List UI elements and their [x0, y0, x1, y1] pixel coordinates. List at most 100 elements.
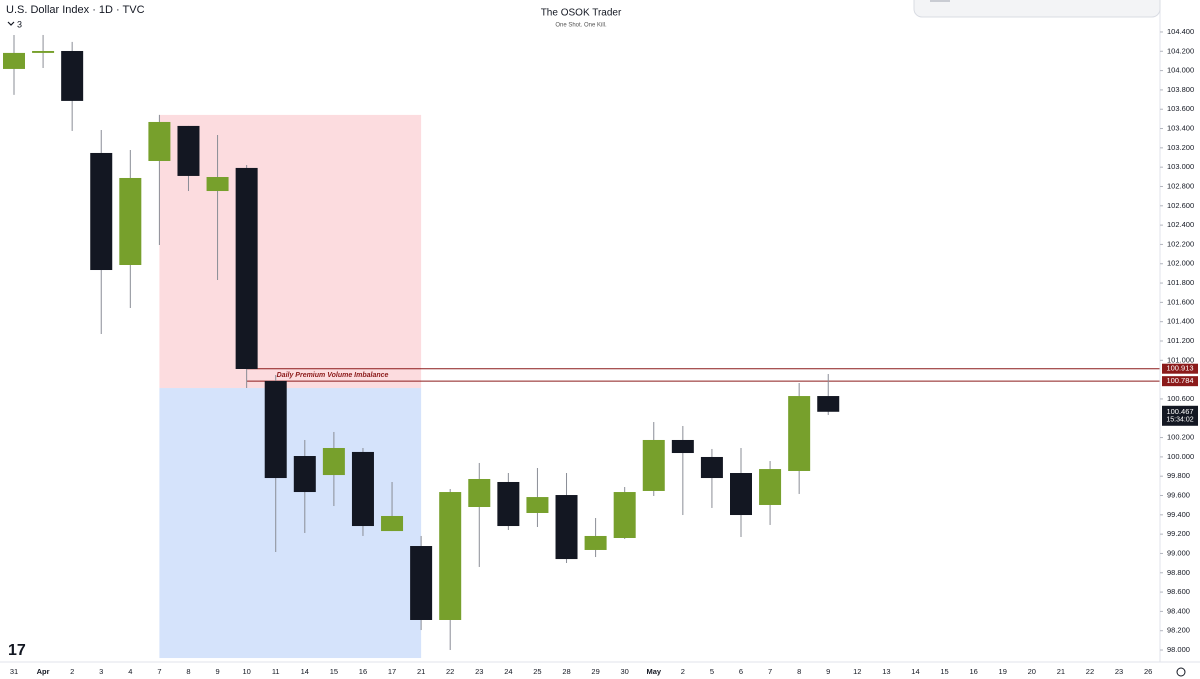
y-tick-label: 101.400: [1167, 317, 1194, 326]
candle-body: [3, 52, 25, 69]
zone: [159, 114, 422, 389]
popup-icon: [930, 0, 950, 2]
y-tick-label: 101.800: [1167, 278, 1194, 287]
x-tick-label: 2: [70, 667, 74, 676]
y-tick-label: 98.000: [1167, 645, 1190, 654]
watermark-subtitle: One Shot. One Kill.: [555, 23, 607, 29]
x-tick-label: 22: [446, 667, 454, 676]
y-tick-label: 104.400: [1167, 27, 1194, 36]
y-tick-label: 99.400: [1167, 510, 1190, 519]
y-tick-label: 103.800: [1167, 85, 1194, 94]
candle-body: [293, 456, 316, 493]
y-tick-label: 101.000: [1167, 355, 1194, 364]
x-tick-label: 28: [562, 667, 570, 676]
y-tick-label: 102.800: [1167, 181, 1194, 190]
y-tick-label: 102.000: [1167, 259, 1194, 268]
candle-body: [671, 439, 694, 454]
candle-body: [61, 50, 84, 101]
candle-body: [468, 478, 491, 508]
annotation: Daily Premium Volume Imbalance: [277, 372, 389, 379]
y-tick-label: 99.600: [1167, 490, 1190, 499]
x-tick-label: 22: [1086, 667, 1094, 676]
candle-body: [90, 152, 113, 271]
x-tick-label: 7: [157, 667, 161, 676]
candle-body: [788, 396, 811, 471]
x-tick-label: 31: [10, 667, 18, 676]
y-tick-label: 103.000: [1167, 162, 1194, 171]
y-tick-label: 104.200: [1167, 46, 1194, 55]
x-tick-label: 9: [826, 667, 830, 676]
y-tick-label: 98.600: [1167, 587, 1190, 596]
y-tick-label: 99.200: [1167, 529, 1190, 538]
candle-body: [119, 177, 142, 265]
x-tick-label: 13: [882, 667, 890, 676]
x-tick-label: 6: [739, 667, 743, 676]
y-tick-label: 103.200: [1167, 143, 1194, 152]
candle-body: [584, 535, 607, 550]
y-tick-label: 99.000: [1167, 548, 1190, 557]
candle-body: [817, 396, 840, 412]
zone: [159, 388, 422, 659]
candle-body: [642, 439, 665, 491]
x-tick-label: 7: [768, 667, 772, 676]
candle-body: [700, 456, 723, 479]
candle-body: [439, 492, 462, 620]
candle-body: [730, 473, 752, 516]
x-tick-label: 23: [475, 667, 483, 676]
x-tick-label: 15: [330, 667, 338, 676]
x-tick-label: 4: [128, 667, 132, 676]
y-tick-label: 101.600: [1167, 297, 1194, 306]
price-label-box: [1162, 405, 1198, 426]
x-tick-label: 14: [301, 667, 309, 676]
x-tick-label: 5: [710, 667, 714, 676]
candle-body: [613, 492, 636, 539]
tv-logo[interactable]: 17: [8, 642, 26, 659]
candle-body: [759, 469, 782, 505]
candle-body: [206, 177, 229, 192]
x-tick-label: Apr: [37, 667, 50, 676]
y-tick-label: 103.600: [1167, 104, 1194, 113]
y-tick-label: 102.400: [1167, 220, 1194, 229]
zones: [159, 114, 422, 659]
x-tick-label: 24: [504, 667, 512, 676]
candle-body: [351, 451, 374, 527]
x-tick-label: 11: [272, 667, 280, 676]
y-tick-label: 104.000: [1167, 66, 1194, 75]
x-tick-label: 9: [215, 667, 219, 676]
x-tick-label: 16: [969, 667, 977, 676]
level-label: 100.784: [1166, 376, 1193, 385]
y-tick-label: 101.200: [1167, 336, 1194, 345]
level-label-box: [1162, 363, 1198, 374]
x-tick-label: 8: [186, 667, 190, 676]
y-tick-label: 100.200: [1167, 433, 1194, 442]
candle-body: [177, 125, 200, 176]
level-label: 100.913: [1166, 364, 1193, 373]
chart-title: U.S. Dollar Index · 1D · TVC: [6, 4, 145, 16]
x-tick-label: 15: [940, 667, 948, 676]
plot: Daily Premium Volume Imbalance: [3, 34, 1160, 651]
x-tick-label: 29: [591, 667, 599, 676]
candle-body: [264, 380, 287, 479]
y-tick-label: 98.200: [1167, 626, 1190, 635]
popup[interactable]: [913, 0, 1161, 18]
x-tick-label: 14: [911, 667, 919, 676]
candle-body: [32, 50, 55, 53]
x-tick-label: 21: [1057, 667, 1065, 676]
level-label-box: [1162, 376, 1198, 387]
settings-icon[interactable]: [1176, 667, 1186, 677]
price-label: 100.467: [1166, 407, 1193, 416]
candle-body: [235, 167, 258, 370]
x-tick-label: 23: [1115, 667, 1123, 676]
x-tick-label: 12: [853, 667, 861, 676]
indicator-count[interactable]: 3: [17, 19, 22, 29]
y-tick-label: 102.200: [1167, 239, 1194, 248]
x-tick-label: 3: [99, 667, 103, 676]
x-tick-label: 16: [359, 667, 367, 676]
watermark-title: The OSOK Trader: [541, 8, 622, 19]
collapse-icon[interactable]: [7, 21, 15, 26]
candle-body: [410, 546, 433, 620]
x-tick-label: 30: [621, 667, 629, 676]
countdown: 15:34:02: [1166, 417, 1193, 424]
candle-body: [555, 495, 578, 560]
